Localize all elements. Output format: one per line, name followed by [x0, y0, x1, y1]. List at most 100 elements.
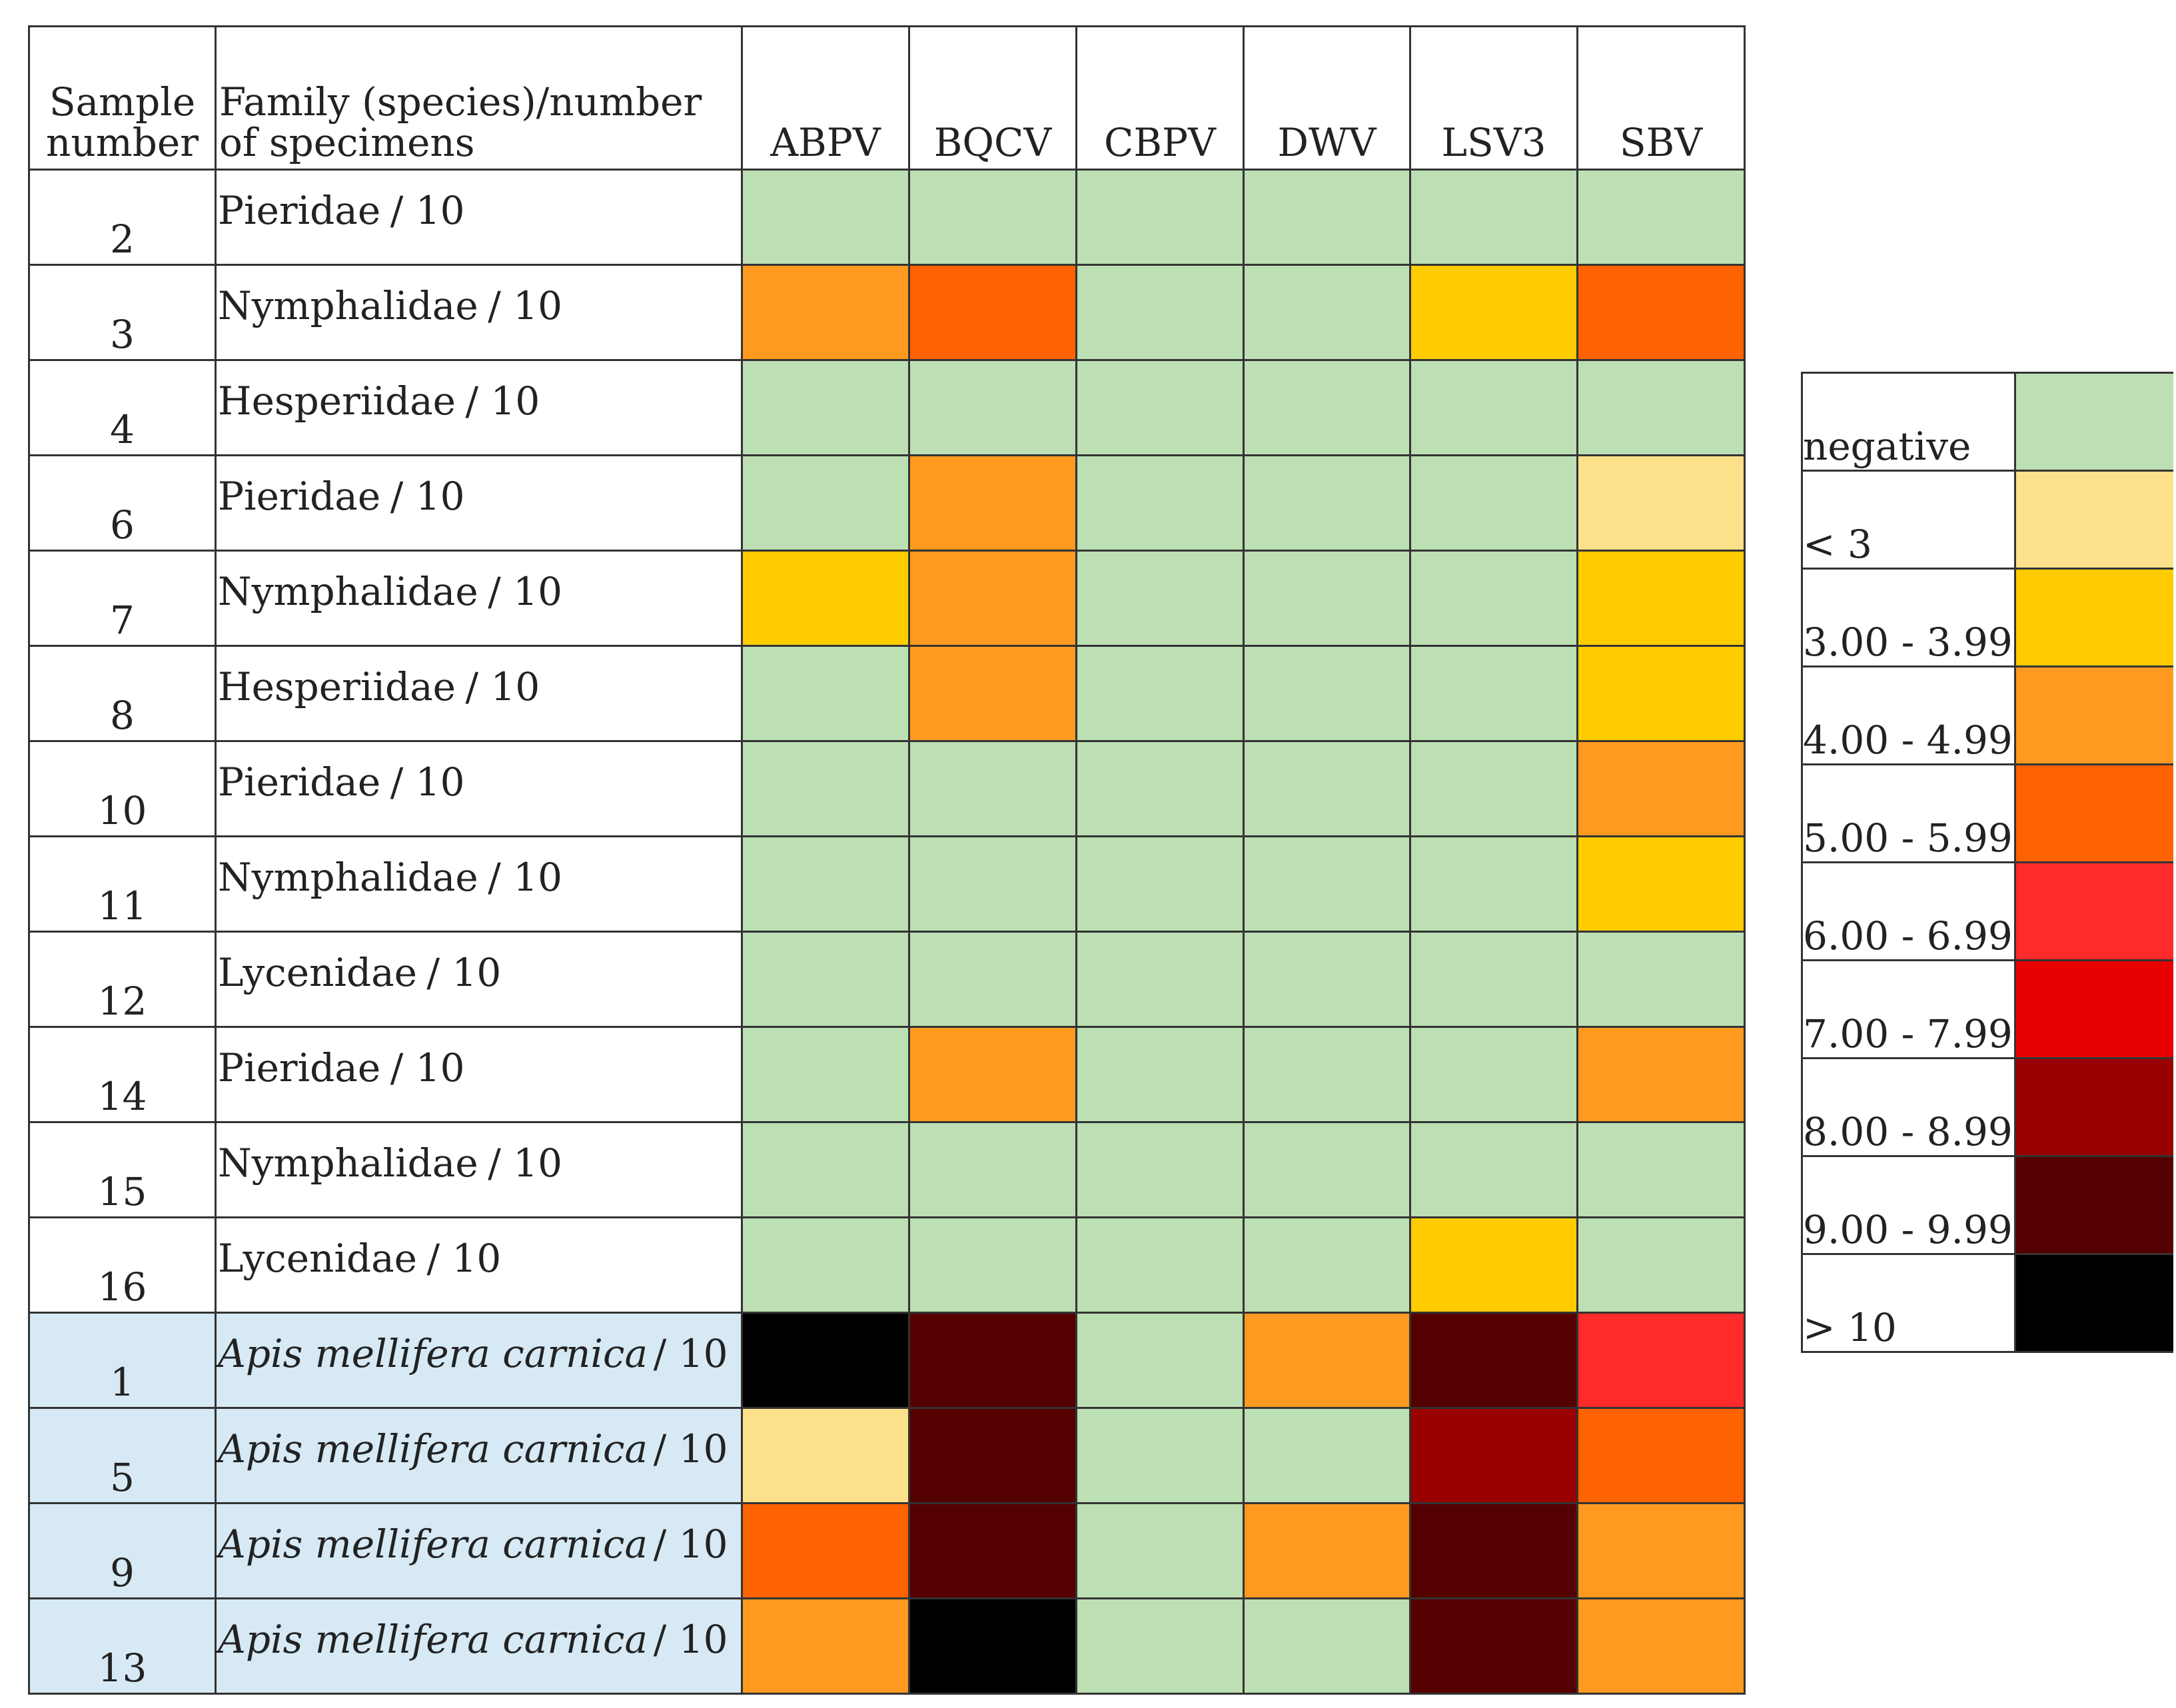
family-name: Nymphalidae — [218, 1140, 478, 1186]
heat-cell — [1243, 1216, 1411, 1314]
specimen-count: / 10 — [653, 1330, 728, 1376]
legend-label: 9.00 - 9.99 — [1801, 1155, 2016, 1255]
legend-text: 3.00 - 3.99 — [1803, 620, 2013, 665]
header-cell: Sample number — [28, 25, 217, 171]
heat-cell — [1576, 1216, 1746, 1314]
heat-cell — [1576, 264, 1746, 361]
heat-cell — [1243, 550, 1411, 647]
heat-cell — [1576, 1121, 1746, 1218]
heat-cell — [1409, 1597, 1578, 1695]
sample-number: 12 — [97, 979, 147, 1025]
legend-label: 8.00 - 8.99 — [1801, 1057, 2016, 1157]
heat-cell — [1075, 835, 1245, 933]
heat-cell — [1243, 454, 1411, 552]
heat-cell — [741, 835, 910, 933]
header-cell: BQCV — [908, 25, 1077, 171]
heat-cell — [908, 1121, 1077, 1218]
heat-cell — [1075, 1312, 1245, 1409]
sample-cell: 3 — [28, 264, 217, 361]
sample-cell: 6 — [28, 454, 217, 552]
heat-cell — [1075, 1216, 1245, 1314]
heat-cell — [1409, 835, 1578, 933]
heat-cell — [1243, 1312, 1411, 1409]
family-name: Lycenidae — [218, 949, 418, 995]
legend-swatch — [2014, 1155, 2173, 1255]
legend-swatch — [2014, 665, 2173, 765]
heat-cell — [1075, 1502, 1245, 1599]
heat-cell — [908, 169, 1077, 266]
heat-cell — [1409, 1502, 1578, 1599]
heat-cell — [1576, 1026, 1746, 1123]
heat-cell — [1409, 169, 1578, 266]
heat-cell — [908, 645, 1077, 742]
sample-cell: 10 — [28, 740, 217, 837]
family-name: Nymphalidae — [218, 568, 478, 614]
heat-cell — [1075, 169, 1245, 266]
family-cell: Pieridae/ 10 — [215, 169, 743, 266]
heat-cell — [1243, 1026, 1411, 1123]
specimen-count: / 10 — [390, 759, 465, 805]
family-name: Nymphalidae — [218, 282, 478, 328]
family-cell: Nymphalidae/ 10 — [215, 835, 743, 933]
heat-cell — [741, 1216, 910, 1314]
family-cell: Pieridae/ 10 — [215, 454, 743, 552]
header-cell: Family (species)/number of specimens — [215, 25, 743, 171]
heat-cell — [1409, 1216, 1578, 1314]
family-name: Pieridae — [218, 187, 381, 233]
family-name: Lycenidae — [218, 1235, 418, 1281]
sample-number: 10 — [97, 788, 147, 834]
heat-cell — [1075, 1026, 1245, 1123]
family-cell: Pieridae/ 10 — [215, 740, 743, 837]
heat-cell — [1243, 835, 1411, 933]
heat-cell — [1243, 1407, 1411, 1504]
heat-cell — [1075, 645, 1245, 742]
family-cell: Apis mellifera carnica/ 10 — [215, 1407, 743, 1504]
heat-cell — [908, 740, 1077, 837]
heat-cell — [1576, 1597, 1746, 1695]
legend-label: 3.00 - 3.99 — [1801, 568, 2016, 667]
family-name: Pieridae — [218, 759, 381, 805]
sample-cell: 5 — [28, 1407, 217, 1504]
family-cell: Lycenidae/ 10 — [215, 1216, 743, 1314]
sample-number: 14 — [97, 1074, 147, 1120]
heat-cell — [1075, 359, 1245, 456]
sample-cell: 14 — [28, 1026, 217, 1123]
heat-cell — [1075, 1407, 1245, 1504]
heat-cell — [1243, 1121, 1411, 1218]
family-name: Apis mellifera carnica — [218, 1521, 648, 1567]
family-name: Pieridae — [218, 1045, 381, 1090]
heat-cell — [908, 454, 1077, 552]
heat-cell — [1409, 359, 1578, 456]
legend-label: negative — [1801, 372, 2016, 472]
legend-text: < 3 — [1803, 522, 1872, 568]
heat-cell — [741, 931, 910, 1028]
family-name: Nymphalidae — [218, 854, 478, 900]
heat-cell — [1409, 1407, 1578, 1504]
heat-cell — [1409, 550, 1578, 647]
sample-number: 5 — [110, 1455, 135, 1501]
heat-cell — [1409, 740, 1578, 837]
heat-cell — [741, 1312, 910, 1409]
heat-cell — [1576, 169, 1746, 266]
specimen-count: / 10 — [653, 1521, 728, 1567]
heat-cell — [908, 1312, 1077, 1409]
header-cell: LSV3 — [1409, 25, 1578, 171]
legend-text: negative — [1803, 424, 1971, 470]
specimen-count: / 10 — [488, 568, 562, 614]
legend-label: 7.00 - 7.99 — [1801, 959, 2016, 1059]
sample-number: 7 — [110, 598, 135, 643]
heat-cell — [1409, 1121, 1578, 1218]
family-name: Pieridae — [218, 473, 381, 519]
heat-cell — [908, 1502, 1077, 1599]
sample-number: 13 — [97, 1645, 147, 1691]
family-name: Apis mellifera carnica — [218, 1426, 648, 1472]
legend-swatch — [2014, 372, 2173, 472]
heat-cell — [1075, 264, 1245, 361]
heat-cell — [908, 835, 1077, 933]
specimen-count: / 10 — [653, 1426, 728, 1472]
sample-number: 9 — [110, 1550, 135, 1596]
heat-cell — [908, 1407, 1077, 1504]
sample-cell: 8 — [28, 645, 217, 742]
heat-cell — [1576, 1502, 1746, 1599]
header-cell: CBPV — [1075, 25, 1245, 171]
